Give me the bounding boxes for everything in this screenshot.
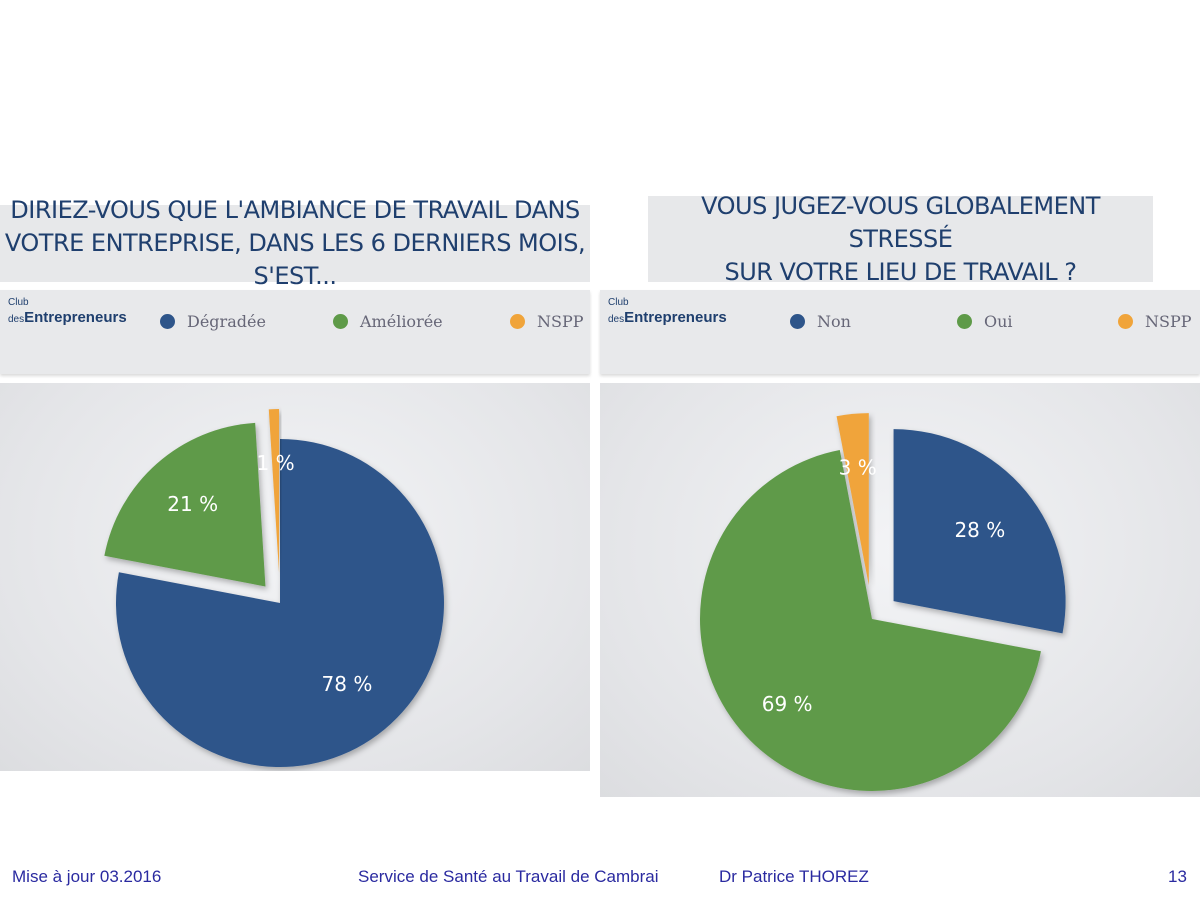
legend-item-nspp: NSPP (1118, 312, 1192, 331)
legend-label: Dégradée (187, 312, 266, 331)
legend-item-degradee: Dégradée (160, 312, 266, 331)
legend-item-nspp: NSPP (510, 312, 584, 331)
footer-page-number: 13 (1168, 867, 1187, 886)
legend-item-amelioree: Améliorée (333, 312, 443, 331)
footer-update-date: Mise à jour 03.2016 (12, 867, 162, 886)
chart2-title: VOUS JUGEZ-VOUS GLOBALEMENT STRESSÉ SUR … (648, 192, 1153, 286)
chart1-legend: Club desEntrepreneurs Dégradée Améliorée… (0, 290, 590, 374)
data-label: 69 % (762, 692, 813, 716)
legend-item-oui: Oui (957, 312, 1013, 331)
chart1-title-line-1: DIRIEZ-VOUS QUE L'AMBIANCE DE TRAVAIL DA… (10, 196, 580, 224)
data-label: 28 % (954, 518, 1005, 542)
footer-author: Dr Patrice THOREZ (719, 867, 869, 886)
chart2-legend: Club desEntrepreneurs Non Oui NSPP (600, 290, 1200, 374)
legend-label: Améliorée (360, 312, 443, 331)
pie-slice-am-lior-e (104, 422, 266, 587)
pie-slice-nspp (268, 409, 280, 574)
legend-label: Oui (984, 312, 1013, 331)
legend-label: Non (817, 312, 851, 331)
chart2-title-line-2: SUR VOTRE LIEU DE TRAVAIL ? (724, 257, 1077, 286)
pie-slice-nspp (836, 413, 869, 586)
chart2-pie: 28 % 69 % 3 % (700, 413, 1066, 791)
legend-dot (1118, 314, 1133, 329)
legend-dot (510, 314, 525, 329)
chart1-title: DIRIEZ-VOUS QUE L'AMBIANCE DE TRAVAIL DA… (0, 196, 590, 290)
data-label: 3 % (839, 456, 877, 480)
pie-slice-non (893, 429, 1066, 634)
legend-item-non: Non (790, 312, 851, 331)
data-label: 1 % (257, 451, 295, 475)
legend-label: NSPP (537, 312, 584, 331)
legend-dot (160, 314, 175, 329)
chart1-plot-area: 78 % 21 % 1 % (0, 383, 590, 771)
chart1-pie: 78 % 21 % 1 % (104, 409, 444, 767)
pie-slice-oui (700, 450, 1041, 791)
data-label: 78 % (322, 672, 373, 696)
footer-service: Service de Santé au Travail de Cambrai (358, 867, 659, 886)
chart2-plot-area: 28 % 69 % 3 % (600, 383, 1200, 797)
legend-dot (790, 314, 805, 329)
chart1-title-line-2: VOTRE ENTREPRISE, DANS LES 6 DERNIERS MO… (4, 229, 586, 290)
data-label: 21 % (167, 492, 218, 516)
legend-dot (333, 314, 348, 329)
pie-slice-d-grad-e (115, 439, 444, 767)
legend-dot (957, 314, 972, 329)
club-entrepreneurs-logo: Club desEntrepreneurs (8, 297, 127, 327)
legend-label: NSPP (1145, 312, 1192, 331)
chart2-title-line-1: VOUS JUGEZ-VOUS GLOBALEMENT STRESSÉ (701, 191, 1100, 253)
club-entrepreneurs-logo: Club desEntrepreneurs (608, 297, 727, 327)
